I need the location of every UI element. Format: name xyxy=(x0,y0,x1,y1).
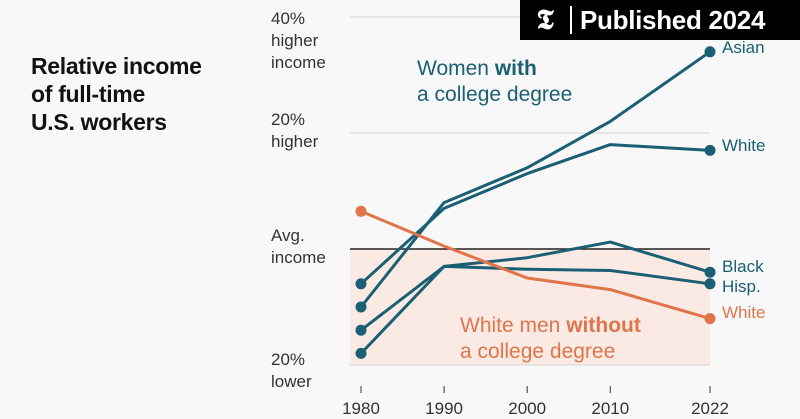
chart-title: Relative income of full-time U.S. worker… xyxy=(31,52,251,136)
y-label-line: higher xyxy=(271,31,319,50)
series-endpoint xyxy=(355,301,367,313)
series-endpoint xyxy=(704,46,716,58)
annotation-women-college: Women with a college degree xyxy=(417,56,572,108)
y-label-line: 40% xyxy=(271,9,306,28)
annotation-text: White men xyxy=(460,314,567,337)
annotation-line: Women with xyxy=(417,56,572,82)
series-endpoint xyxy=(355,278,367,290)
published-badge: 𝕿 Published 2024 xyxy=(520,0,800,40)
annotation-bold: with xyxy=(494,57,537,80)
x-tick-label: 2022 xyxy=(691,399,729,418)
y-label-line: lower xyxy=(271,372,312,391)
y-label-plus20: 20% higher xyxy=(271,109,318,153)
y-label-line: Avg. xyxy=(271,226,305,245)
series-endpoint xyxy=(355,205,367,217)
series-label-asian: Asian xyxy=(722,38,765,57)
y-label-line: income xyxy=(271,248,326,267)
series-line-2 xyxy=(359,240,712,332)
series-endpoint xyxy=(355,347,367,359)
series-group xyxy=(355,46,716,359)
y-label-avg: Avg. income xyxy=(271,225,326,269)
series-endpoint xyxy=(704,278,716,290)
annotation-line: White men without xyxy=(460,313,641,339)
series-line-0 xyxy=(359,50,712,309)
annotation-bold: without xyxy=(566,314,641,337)
title-line: of full-time xyxy=(31,81,145,107)
series-label-black: Black xyxy=(722,257,764,276)
x-tick-label: 2000 xyxy=(508,399,546,418)
x-tick-label: 1990 xyxy=(425,399,463,418)
series-endpoint xyxy=(704,313,716,325)
title-line: U.S. workers xyxy=(31,109,167,135)
x-tick-label: 1980 xyxy=(342,399,380,418)
y-label-minus20: 20% lower xyxy=(271,349,312,393)
annotation-line: a college degree xyxy=(417,83,573,106)
series-endpoint xyxy=(704,144,716,156)
y-label-line: higher xyxy=(271,132,319,151)
series-endpoint xyxy=(355,324,367,336)
series-label-white-women: White xyxy=(722,136,766,155)
x-tick-label: 2010 xyxy=(591,399,629,418)
title-line: Relative income xyxy=(31,53,202,79)
annotation-men-no-college: White men without a college degree xyxy=(460,313,641,365)
series-line-4 xyxy=(359,209,712,321)
y-label-line: 20% xyxy=(271,350,306,369)
series-endpoint xyxy=(704,266,716,278)
series-label-hispanic: Hisp. xyxy=(722,277,761,296)
annotation-line: a college degree xyxy=(460,340,616,363)
nyt-logo-icon: 𝕿 xyxy=(536,3,554,36)
badge-divider xyxy=(570,6,572,34)
y-label-line: 20% xyxy=(271,110,306,129)
y-label-plus40: 40% higher income xyxy=(271,8,326,74)
annotation-text: Women xyxy=(417,57,495,80)
series-line-3 xyxy=(359,264,712,355)
badge-text: Published 2024 xyxy=(580,4,766,35)
x-axis: 1980 1990 2000 2010 2022 xyxy=(342,386,729,418)
series-label-white-men: White xyxy=(722,303,766,322)
y-label-line: income xyxy=(271,53,326,72)
